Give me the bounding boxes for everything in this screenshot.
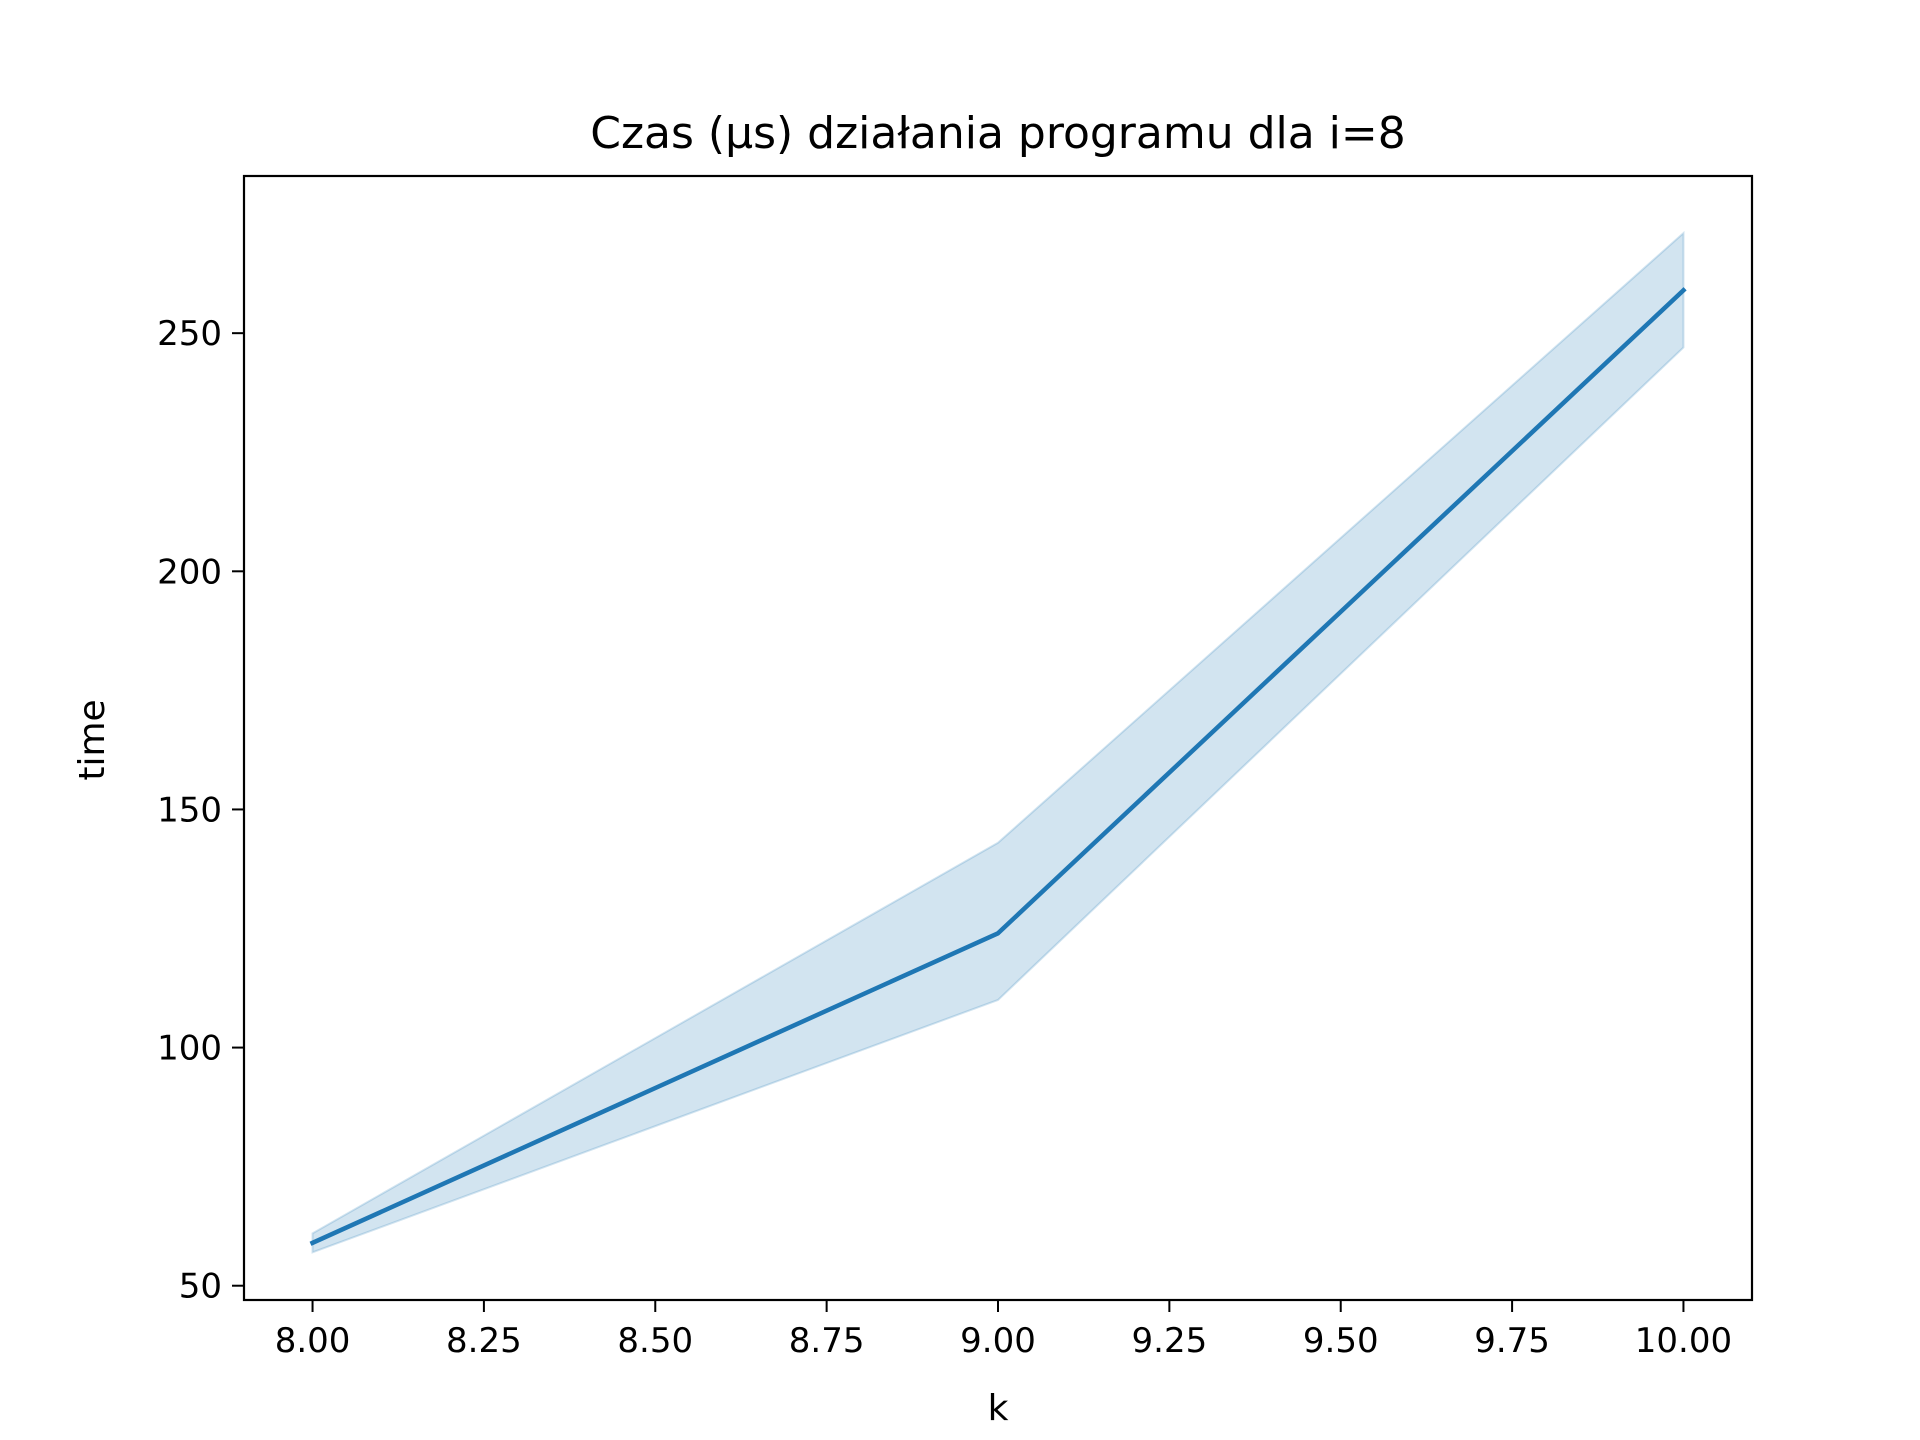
chart-title: Czas (µs) działania programu dla i=8 bbox=[590, 108, 1406, 159]
y-tick-label: 100 bbox=[157, 1029, 222, 1069]
x-axis-label: k bbox=[988, 1388, 1009, 1429]
x-tick-label: 9.00 bbox=[960, 1321, 1036, 1361]
x-tick-label: 8.25 bbox=[446, 1321, 522, 1361]
y-axis: 50 100 150 200 250 bbox=[157, 314, 244, 1307]
x-tick-label: 8.00 bbox=[275, 1321, 351, 1361]
x-axis: 8.00 8.25 8.50 8.75 9.00 9.25 9.50 9.75 10.00 bbox=[275, 1300, 1732, 1361]
data-point bbox=[996, 931, 1000, 936]
x-tick-label: 8.50 bbox=[617, 1321, 693, 1361]
x-tick-label: 9.75 bbox=[1474, 1321, 1550, 1361]
x-tick-label: 9.50 bbox=[1303, 1321, 1379, 1361]
x-tick-label: 9.25 bbox=[1132, 1321, 1208, 1361]
data-point bbox=[1681, 288, 1686, 293]
plot-area bbox=[309, 230, 1687, 1254]
x-tick-label: 10.00 bbox=[1635, 1321, 1732, 1361]
y-axis-label: time bbox=[72, 699, 113, 780]
y-tick-label: 50 bbox=[179, 1267, 222, 1307]
y-tick-label: 150 bbox=[157, 790, 222, 830]
data-point bbox=[310, 1240, 315, 1245]
x-tick-label: 8.75 bbox=[789, 1321, 865, 1361]
y-tick-label: 250 bbox=[157, 314, 222, 354]
confidence-band bbox=[311, 230, 1685, 1254]
y-tick-label: 200 bbox=[157, 552, 222, 592]
